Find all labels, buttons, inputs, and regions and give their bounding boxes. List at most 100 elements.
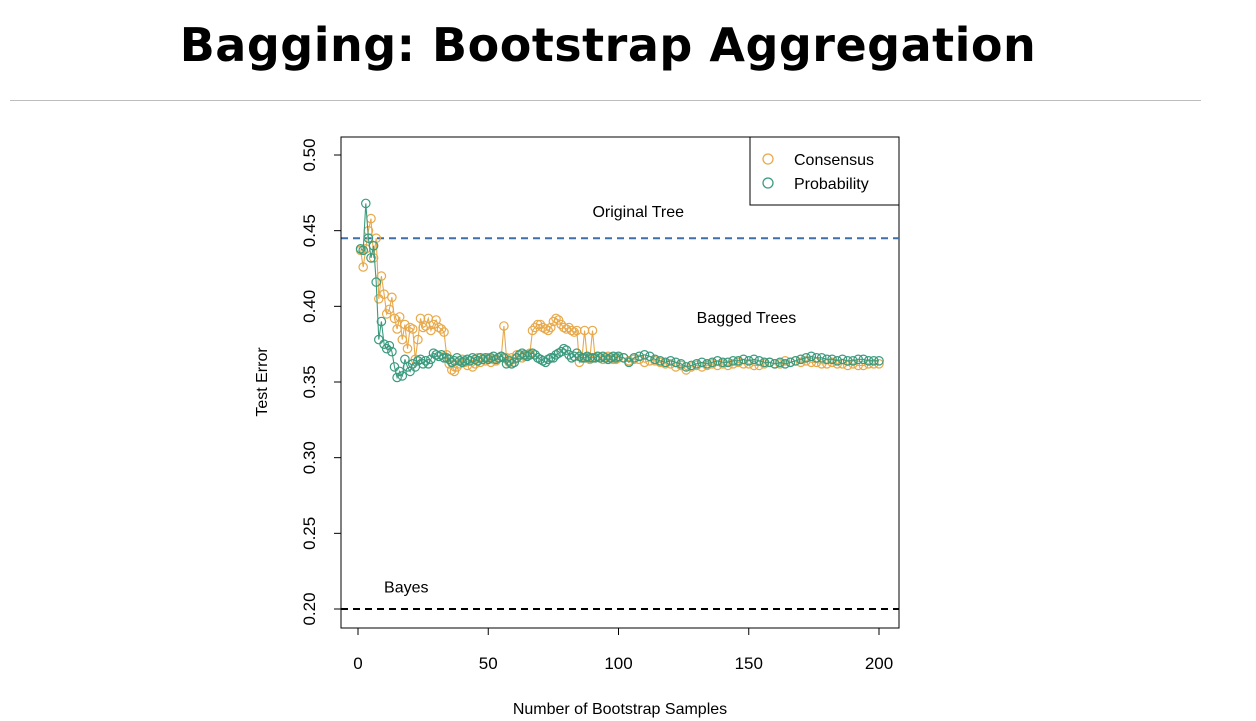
data-point-consensus <box>545 322 556 333</box>
data-point-probability <box>686 360 697 371</box>
data-point-probability <box>376 316 387 327</box>
data-point-consensus <box>394 312 405 322</box>
data-point-probability <box>545 352 556 363</box>
data-point-probability <box>499 352 509 363</box>
reference-lines <box>341 237 899 610</box>
data-point-consensus <box>587 325 598 336</box>
data-point-probability <box>863 355 874 366</box>
data-point-consensus <box>436 324 447 334</box>
data-point-probability <box>543 354 553 365</box>
y-tick-label: 0.20 <box>300 592 319 625</box>
data-point-consensus <box>728 358 738 369</box>
data-point-consensus <box>392 324 402 334</box>
series-layer <box>355 198 884 383</box>
data-point-probability <box>676 358 686 369</box>
data-point-consensus <box>571 325 582 336</box>
legend: Consensus Probability <box>749 136 900 206</box>
legend-box <box>749 136 900 206</box>
data-point-consensus <box>665 358 676 369</box>
data-point-probability <box>368 241 379 251</box>
annotation-bayes: Bayes <box>384 579 428 596</box>
data-point-probability <box>749 354 759 365</box>
data-point-probability <box>407 358 418 369</box>
data-point-consensus <box>540 324 551 334</box>
data-point-consensus <box>566 325 577 336</box>
data-point-consensus <box>569 327 579 337</box>
data-point-probability <box>853 354 863 365</box>
data-point-probability <box>608 351 619 362</box>
data-point-probability <box>535 354 546 365</box>
data-point-consensus <box>405 322 415 333</box>
y-tick-label: 0.45 <box>300 214 319 247</box>
series-line-consensus <box>360 218 879 373</box>
data-point-probability <box>816 352 827 363</box>
data-point-probability <box>743 355 754 366</box>
data-point-probability <box>769 358 780 369</box>
data-point-consensus <box>439 327 449 337</box>
data-point-probability <box>764 357 775 368</box>
data-point-probability <box>634 351 645 362</box>
data-point-probability <box>493 352 504 363</box>
data-point-probability <box>397 371 408 381</box>
data-point-probability <box>384 340 395 351</box>
data-point-probability <box>832 355 843 366</box>
data-point-consensus <box>527 325 538 336</box>
data-point-consensus <box>874 358 884 369</box>
data-point-consensus <box>868 358 879 369</box>
data-point-probability <box>691 358 702 369</box>
data-point-probability <box>613 351 624 362</box>
data-point-probability <box>806 351 817 362</box>
x-tick-label: 0 <box>353 654 362 673</box>
data-point-probability <box>717 357 728 368</box>
legend-label-probability: Probability <box>794 176 869 193</box>
data-point-consensus <box>397 334 408 345</box>
data-point-probability <box>754 355 764 366</box>
y-axis-label: Test Error <box>254 347 271 417</box>
data-point-probability <box>801 352 811 363</box>
data-point-probability <box>360 198 371 209</box>
data-point-probability <box>387 346 397 357</box>
data-point-consensus <box>413 334 423 345</box>
x-axis-label: Number of Bootstrap Samples <box>513 701 727 718</box>
y-tick-label: 0.25 <box>300 517 319 550</box>
data-point-probability <box>358 245 368 256</box>
data-point-probability <box>355 244 366 254</box>
legend-marker-consensus <box>762 153 774 165</box>
data-point-probability <box>574 351 585 362</box>
data-point-probability <box>728 355 738 366</box>
slide-title: Bagging: Bootstrap Aggregation <box>179 18 1037 72</box>
data-point-probability <box>712 355 723 366</box>
data-point-probability <box>790 355 801 366</box>
data-point-probability <box>392 372 402 383</box>
data-point-consensus <box>387 292 397 303</box>
y-tick-label: 0.50 <box>300 138 319 171</box>
data-point-probability <box>660 357 671 368</box>
data-point-probability <box>363 233 374 243</box>
data-point-probability <box>558 343 569 354</box>
data-point-probability <box>366 253 376 263</box>
data-point-consensus <box>827 357 837 368</box>
data-point-probability <box>418 358 428 369</box>
y-tick-label: 0.30 <box>300 441 319 474</box>
data-point-probability <box>759 357 770 368</box>
data-point-probability <box>733 355 744 366</box>
data-point-probability <box>587 352 598 363</box>
data-point-probability <box>655 355 665 366</box>
data-point-probability <box>785 357 796 368</box>
data-point-probability <box>381 343 392 354</box>
data-point-consensus <box>402 343 413 354</box>
data-point-probability <box>811 352 822 363</box>
data-point-consensus <box>446 365 457 375</box>
data-point-probability <box>723 357 733 368</box>
data-point-consensus <box>407 324 418 334</box>
data-point-probability <box>697 357 707 368</box>
data-point-probability <box>371 277 381 287</box>
legend-marker-probability <box>762 177 774 189</box>
x-tick-label: 200 <box>865 654 893 673</box>
series-probability <box>355 198 884 383</box>
data-point-probability <box>439 352 449 363</box>
title-divider <box>10 100 1201 101</box>
data-point-consensus <box>780 355 790 366</box>
data-point-probability <box>795 354 806 365</box>
data-point-probability <box>665 355 676 366</box>
